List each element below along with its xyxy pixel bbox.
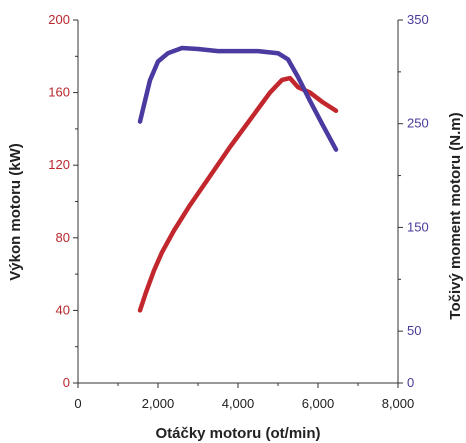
left-tick-label: 40 [56, 302, 70, 317]
series-lines [137, 45, 339, 313]
right-axis-label: Točivý moment motoru (N.m) [447, 112, 464, 319]
right-axis-ticks: 0 50 150 250 350 [398, 12, 429, 390]
x-axis-ticks: 0 2,000 4,000 6,000 8,000 [74, 383, 414, 411]
left-tick-label: 200 [48, 12, 70, 27]
x-axis-label: Otáčky motoru (ot/min) [155, 425, 320, 442]
right-tick-label: 150 [407, 219, 429, 234]
left-tick-label: 160 [48, 85, 70, 100]
left-axis-label: Výkon motoru (kW) [7, 143, 24, 281]
right-tick-label: 50 [407, 323, 421, 338]
right-tick-label: 0 [407, 375, 414, 390]
left-tick-label: 120 [48, 157, 70, 172]
x-tick-label: 2,000 [142, 396, 175, 411]
left-tick-label: 80 [56, 230, 70, 245]
x-tick-label: 8,000 [382, 396, 415, 411]
left-tick-label: 0 [63, 375, 70, 390]
right-tick-label: 350 [407, 12, 429, 27]
right-tick-label: 250 [407, 116, 429, 131]
left-axis-ticks: 0 40 80 120 160 200 [48, 12, 78, 390]
x-tick-label: 0 [74, 396, 81, 411]
x-tick-label: 4,000 [222, 396, 255, 411]
power-series-line [137, 75, 339, 313]
torque-series-line [137, 45, 339, 152]
x-tick-label: 6,000 [302, 396, 335, 411]
axes [77, 20, 399, 384]
